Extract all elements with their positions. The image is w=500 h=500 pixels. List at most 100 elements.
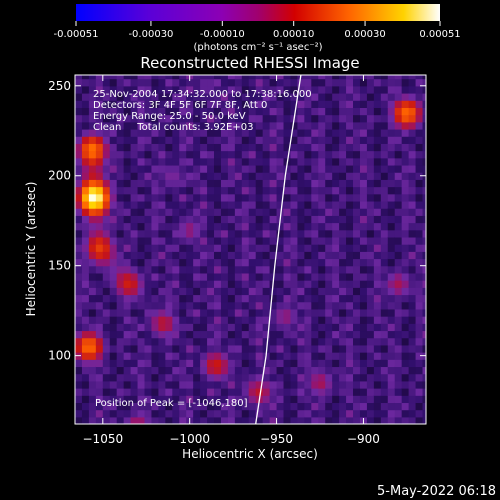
heatmap-cell bbox=[81, 330, 90, 339]
heatmap-cell bbox=[151, 157, 160, 166]
heatmap-cell bbox=[227, 330, 236, 339]
heatmap-cell bbox=[339, 236, 347, 245]
heatmap-cell bbox=[290, 215, 299, 224]
heatmap-cell bbox=[95, 337, 104, 346]
heatmap-cell bbox=[387, 172, 396, 180]
heatmap-cell bbox=[165, 179, 173, 188]
heatmap-cell bbox=[408, 200, 417, 209]
heatmap-cell bbox=[234, 208, 243, 216]
heatmap-cell bbox=[109, 344, 118, 353]
heatmap-cell bbox=[214, 287, 222, 296]
heatmap-cell bbox=[325, 222, 333, 231]
heatmap-cell bbox=[165, 107, 173, 116]
heatmap-cell bbox=[359, 352, 368, 360]
heatmap-cell bbox=[325, 100, 333, 108]
heatmap-cell bbox=[422, 150, 426, 159]
heatmap-cell bbox=[116, 75, 125, 80]
heatmap-cell bbox=[248, 121, 257, 130]
heatmap-cell bbox=[116, 373, 125, 382]
heatmap-cell bbox=[207, 416, 215, 424]
heatmap-cell bbox=[193, 395, 201, 404]
heatmap-cell bbox=[241, 121, 250, 130]
heatmap-cell bbox=[339, 121, 347, 130]
heatmap-cell bbox=[158, 164, 166, 173]
heatmap-cell bbox=[387, 236, 396, 245]
heatmap-cell bbox=[394, 193, 403, 202]
heatmap-cell bbox=[193, 301, 201, 310]
heatmap-cell bbox=[172, 280, 180, 288]
heatmap-cell bbox=[255, 280, 264, 288]
heatmap-cell bbox=[353, 316, 361, 324]
heatmap-cell bbox=[81, 100, 90, 108]
heatmap-cell bbox=[81, 186, 90, 195]
heatmap-cell bbox=[151, 359, 160, 368]
heatmap-cell bbox=[109, 388, 118, 396]
heatmap-cell bbox=[234, 301, 243, 310]
heatmap-cell bbox=[290, 359, 299, 368]
heatmap-cell bbox=[116, 92, 125, 101]
heatmap-cell bbox=[172, 229, 180, 238]
heatmap-cell bbox=[227, 114, 236, 123]
heatmap-cell bbox=[255, 265, 264, 274]
heatmap-cell bbox=[311, 280, 319, 288]
heatmap-cell bbox=[297, 92, 305, 101]
heatmap-cell bbox=[75, 280, 83, 288]
heatmap-cell bbox=[339, 258, 347, 267]
heatmap-cell bbox=[422, 121, 426, 130]
heatmap-cell bbox=[408, 215, 417, 224]
heatmap-cell bbox=[179, 215, 187, 224]
heatmap-cell bbox=[318, 265, 326, 274]
heatmap-cell bbox=[415, 186, 424, 195]
heatmap-cell bbox=[297, 143, 305, 152]
heatmap-cell bbox=[95, 344, 104, 353]
heatmap-cell bbox=[193, 229, 201, 238]
heatmap-cell bbox=[346, 164, 354, 173]
heatmap-cell bbox=[415, 330, 424, 339]
heatmap-cell bbox=[123, 373, 132, 382]
heatmap-cell bbox=[262, 100, 271, 108]
heatmap-cell bbox=[165, 301, 173, 310]
heatmap-cell bbox=[200, 186, 208, 195]
heatmap-cell bbox=[255, 287, 264, 296]
heatmap-cell bbox=[81, 416, 90, 424]
heatmap-cell bbox=[234, 121, 243, 130]
heatmap-cell bbox=[311, 157, 319, 166]
heatmap-cell bbox=[75, 316, 83, 324]
heatmap-cell bbox=[151, 244, 160, 252]
heatmap-cell bbox=[262, 337, 271, 346]
heatmap-cell bbox=[220, 251, 229, 260]
heatmap-cell bbox=[325, 157, 333, 166]
heatmap-cell bbox=[401, 272, 410, 281]
heatmap-cell bbox=[123, 352, 132, 360]
heatmap-cell bbox=[366, 222, 375, 231]
heatmap-cell bbox=[318, 330, 326, 339]
heatmap-cell bbox=[193, 92, 201, 101]
heatmap-cell bbox=[373, 352, 382, 360]
heatmap-cell bbox=[200, 215, 208, 224]
heatmap-cell bbox=[297, 78, 305, 87]
heatmap-cell bbox=[186, 244, 194, 252]
y-tick-label: 200 bbox=[48, 169, 71, 183]
heatmap-cell bbox=[283, 402, 292, 411]
heatmap-cell bbox=[380, 258, 389, 267]
heatmap-cell bbox=[179, 359, 187, 368]
heatmap-cell bbox=[88, 330, 97, 339]
heatmap-cell bbox=[200, 200, 208, 209]
heatmap-cell bbox=[123, 258, 132, 267]
heatmap-cell bbox=[373, 280, 382, 288]
heatmap-cell bbox=[366, 337, 375, 346]
heatmap-cell bbox=[353, 75, 361, 80]
heatmap-cell bbox=[165, 409, 173, 418]
heatmap-cell bbox=[262, 416, 271, 424]
heatmap-cell bbox=[214, 208, 222, 216]
heatmap-cell bbox=[276, 136, 285, 144]
heatmap-cell bbox=[332, 107, 340, 116]
heatmap-cell bbox=[380, 366, 389, 375]
heatmap-cell bbox=[366, 100, 375, 108]
heatmap-cell bbox=[137, 244, 146, 252]
heatmap-cell bbox=[214, 380, 222, 389]
heatmap-cell bbox=[144, 107, 153, 116]
heatmap-cell bbox=[144, 244, 153, 252]
heatmap-cell bbox=[200, 388, 208, 396]
heatmap-cell bbox=[366, 186, 375, 195]
